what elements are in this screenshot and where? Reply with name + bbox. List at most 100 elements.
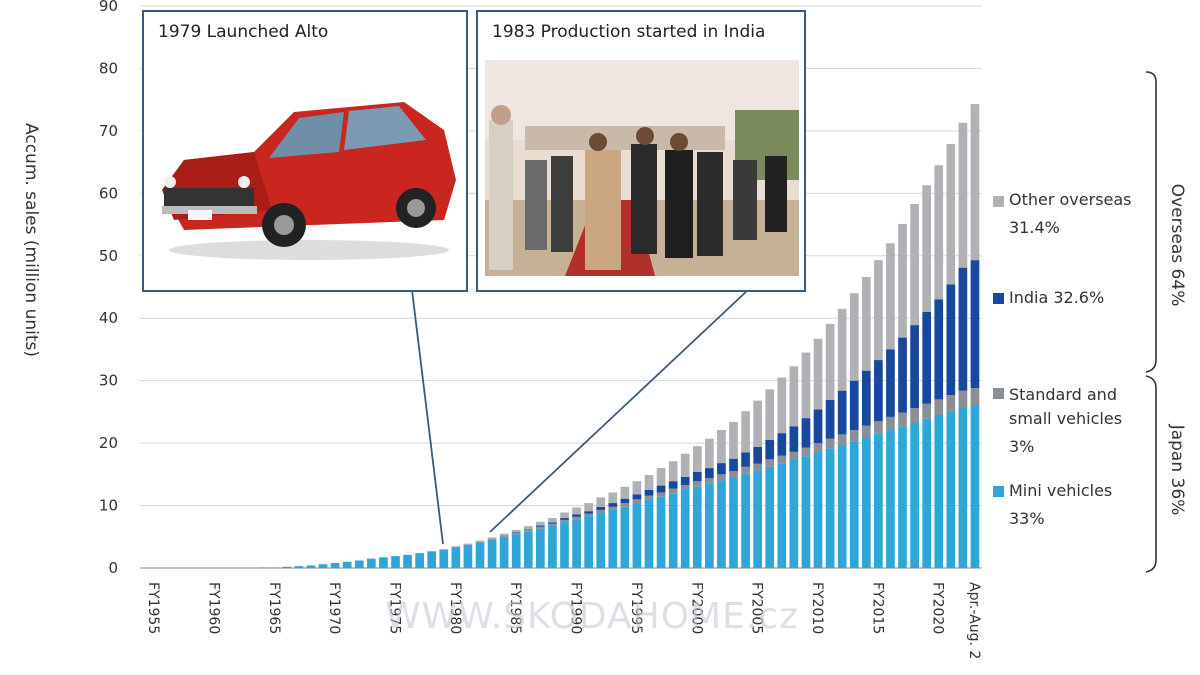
bar-india: [656, 485, 666, 493]
bar-standard-and-small-vehicles: [644, 495, 654, 500]
bar-standard-and-small-vehicles: [596, 509, 606, 514]
bar-mini-vehicles: [717, 480, 726, 568]
bar-other-overseas: [765, 389, 775, 440]
bar-mini-vehicles: [837, 444, 847, 568]
legend-swatch-india: [993, 293, 1004, 304]
bar-india: [753, 446, 762, 464]
bar-mini-vehicles: [644, 499, 654, 568]
legend-swatch-mini: [993, 486, 1004, 497]
bar-other-overseas: [596, 497, 606, 507]
x-tick-label: FY2010: [809, 582, 825, 634]
bar-mini-vehicles: [874, 433, 883, 568]
x-tick-label: FY1975: [387, 582, 403, 634]
x-tick-label: FY1960: [205, 582, 221, 634]
bar-india: [608, 503, 618, 507]
bar-mini-vehicles: [861, 437, 871, 568]
bar-india: [632, 494, 642, 500]
bar-india: [886, 349, 895, 417]
bar-other-overseas: [668, 461, 678, 482]
bar-mini-vehicles: [970, 405, 980, 568]
bar-other-overseas: [499, 533, 509, 536]
bar-mini-vehicles: [958, 407, 968, 568]
legend-label-other-overseas: Other overseas: [1009, 190, 1132, 209]
india-ceremony-image: [485, 60, 799, 276]
bar-standard-and-small-vehicles: [825, 438, 835, 449]
bar-standard-and-small-vehicles: [729, 471, 738, 478]
y-tick-label: 0: [108, 559, 118, 577]
bar-mini-vehicles: [306, 565, 316, 568]
bar-standard-and-small-vehicles: [439, 549, 449, 550]
bar-mini-vehicles: [415, 553, 424, 568]
bar-mini-vehicles: [705, 483, 714, 568]
annotation-line-india: [489, 289, 749, 533]
annotation-line-alto: [411, 289, 444, 545]
bar-standard-and-small-vehicles: [765, 459, 775, 467]
bar-mini-vehicles: [548, 525, 557, 568]
bar-standard-and-small-vehicles: [874, 421, 883, 434]
bar-other-overseas: [511, 529, 521, 533]
bar-standard-and-small-vehicles: [487, 538, 497, 540]
bar-other-overseas: [632, 481, 642, 495]
bar-other-overseas: [487, 537, 497, 539]
y-tick-label: 90: [99, 0, 118, 15]
bar-mini-vehicles: [451, 547, 461, 568]
legend-label-india: India 32.6%: [1009, 288, 1104, 307]
x-tick-label: FY1955: [145, 582, 161, 634]
bar-mini-vehicles: [499, 536, 509, 568]
bar-mini-vehicles: [922, 418, 932, 568]
bar-india: [536, 525, 545, 527]
bar-mini-vehicles: [741, 473, 750, 568]
bar-standard-and-small-vehicles: [777, 455, 787, 464]
x-axis-ticks: FY1955 FY1960 FY1965 FY1970 FY1975 FY1980 FY19…: [145, 582, 982, 659]
bar-standard-and-small-vehicles: [837, 434, 847, 445]
alto-photo-box: 1979 Launched Alto: [142, 10, 468, 292]
japan-bracket-label: Japan 36%: [1167, 424, 1187, 516]
bar-standard-and-small-vehicles: [523, 529, 533, 532]
bar-mini-vehicles: [427, 551, 437, 568]
bar-india: [849, 380, 859, 430]
japan-bracket: [1145, 375, 1157, 573]
bar-mini-vehicles: [282, 566, 292, 568]
bar-mini-vehicles: [753, 470, 762, 568]
bar-other-overseas: [946, 144, 956, 285]
bar-india: [584, 511, 593, 514]
bar-mini-vehicles: [366, 558, 376, 568]
bar-mini-vehicles: [668, 493, 678, 568]
bar-mini-vehicles: [608, 509, 618, 568]
bar-mini-vehicles: [825, 448, 835, 568]
bar-mini-vehicles: [620, 506, 630, 568]
watermark: WWW.SKODAHOME.cz: [385, 596, 799, 637]
bar-mini-vehicles: [886, 430, 895, 568]
bar-india: [692, 471, 702, 482]
bar-standard-and-small-vehicles: [572, 516, 581, 520]
bar-standard-and-small-vehicles: [705, 478, 714, 484]
bar-india: [825, 400, 835, 439]
bar-other-overseas: [451, 546, 461, 547]
bar-other-overseas: [705, 438, 714, 469]
y-tick-label: 40: [99, 309, 118, 327]
bar-mini-vehicles: [898, 426, 907, 568]
bar-standard-and-small-vehicles: [463, 544, 473, 545]
bar-standard-and-small-vehicles: [548, 523, 557, 526]
bar-standard-and-small-vehicles: [717, 474, 726, 481]
bar-standard-and-small-vehicles: [970, 388, 980, 406]
bar-standard-and-small-vehicles: [741, 466, 750, 474]
bar-other-overseas: [910, 203, 919, 326]
bar-standard-and-small-vehicles: [886, 416, 895, 430]
overseas-bracket: [1145, 71, 1157, 373]
bar-standard-and-small-vehicles: [898, 412, 907, 427]
bar-other-overseas: [813, 338, 823, 410]
bar-mini-vehicles: [475, 542, 485, 568]
bar-standard-and-small-vehicles: [813, 443, 823, 453]
y-axis-label: Accum. sales (million units): [21, 123, 41, 357]
bar-standard-and-small-vehicles: [692, 481, 702, 487]
bar-mini-vehicles: [330, 563, 340, 568]
bar-other-overseas: [898, 223, 907, 338]
bar-standard-and-small-vehicles: [668, 488, 678, 494]
bar-mini-vehicles: [596, 513, 606, 568]
x-tick-label: Apr.-Aug. 2: [966, 582, 982, 659]
bars: [258, 104, 980, 568]
bar-india: [511, 532, 521, 534]
bar-other-overseas: [777, 377, 787, 434]
alto-caption: 1979 Launched Alto: [158, 22, 329, 42]
